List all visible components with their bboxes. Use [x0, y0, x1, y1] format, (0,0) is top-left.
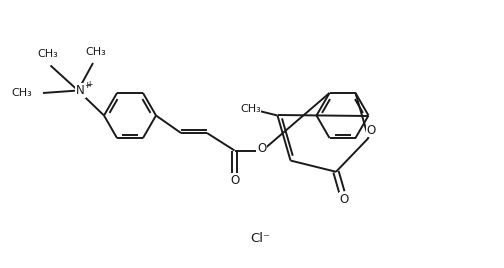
Text: N: N [76, 84, 85, 97]
Text: O: O [366, 124, 375, 136]
Text: CH₃: CH₃ [11, 88, 32, 98]
Text: O: O [339, 193, 349, 206]
Text: Cl⁻: Cl⁻ [250, 232, 270, 244]
Text: CH₃: CH₃ [38, 49, 58, 58]
Text: +: + [86, 80, 92, 89]
Text: CH₃: CH₃ [240, 104, 261, 114]
Text: N: N [76, 84, 85, 97]
Text: O: O [258, 142, 267, 154]
Text: CH₃: CH₃ [85, 47, 106, 57]
Text: +: + [83, 81, 91, 90]
Text: O: O [230, 174, 239, 187]
